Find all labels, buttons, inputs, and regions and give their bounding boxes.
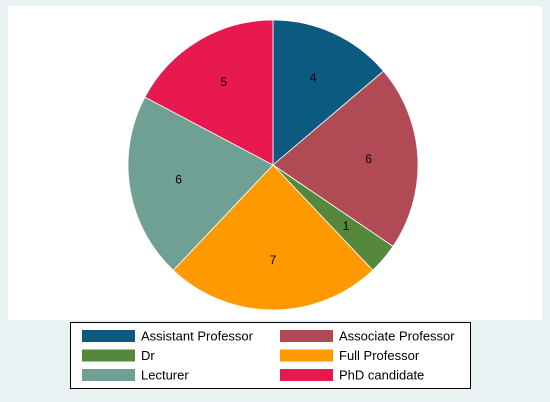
slice-label: 6 xyxy=(365,152,372,166)
slice-label: 6 xyxy=(175,173,182,187)
slice-label: 1 xyxy=(343,219,350,233)
pie-slice xyxy=(172,164,374,311)
pie-slice xyxy=(272,19,385,166)
slice-label: 5 xyxy=(220,75,227,89)
legend-label: Associate Professor xyxy=(339,328,455,343)
legend-box xyxy=(70,322,471,389)
legend-label: Full Professor xyxy=(339,348,420,363)
legend-swatch xyxy=(82,349,135,362)
legend-label: Assistant Professor xyxy=(141,328,254,343)
pie-slice xyxy=(272,70,419,247)
legend-label: PhD candidate xyxy=(339,367,424,382)
legend-swatch xyxy=(280,349,333,362)
legend-swatch xyxy=(82,369,135,381)
pie-slice xyxy=(127,96,274,271)
legend-swatch xyxy=(280,330,333,342)
pie-slice xyxy=(144,19,274,166)
legend-swatch xyxy=(280,369,333,381)
legend-label: Dr xyxy=(141,348,155,363)
slice-label: 7 xyxy=(270,253,277,267)
slice-label: 4 xyxy=(310,70,317,84)
legend-label: Lecturer xyxy=(141,367,189,382)
legend-swatch xyxy=(82,330,135,342)
